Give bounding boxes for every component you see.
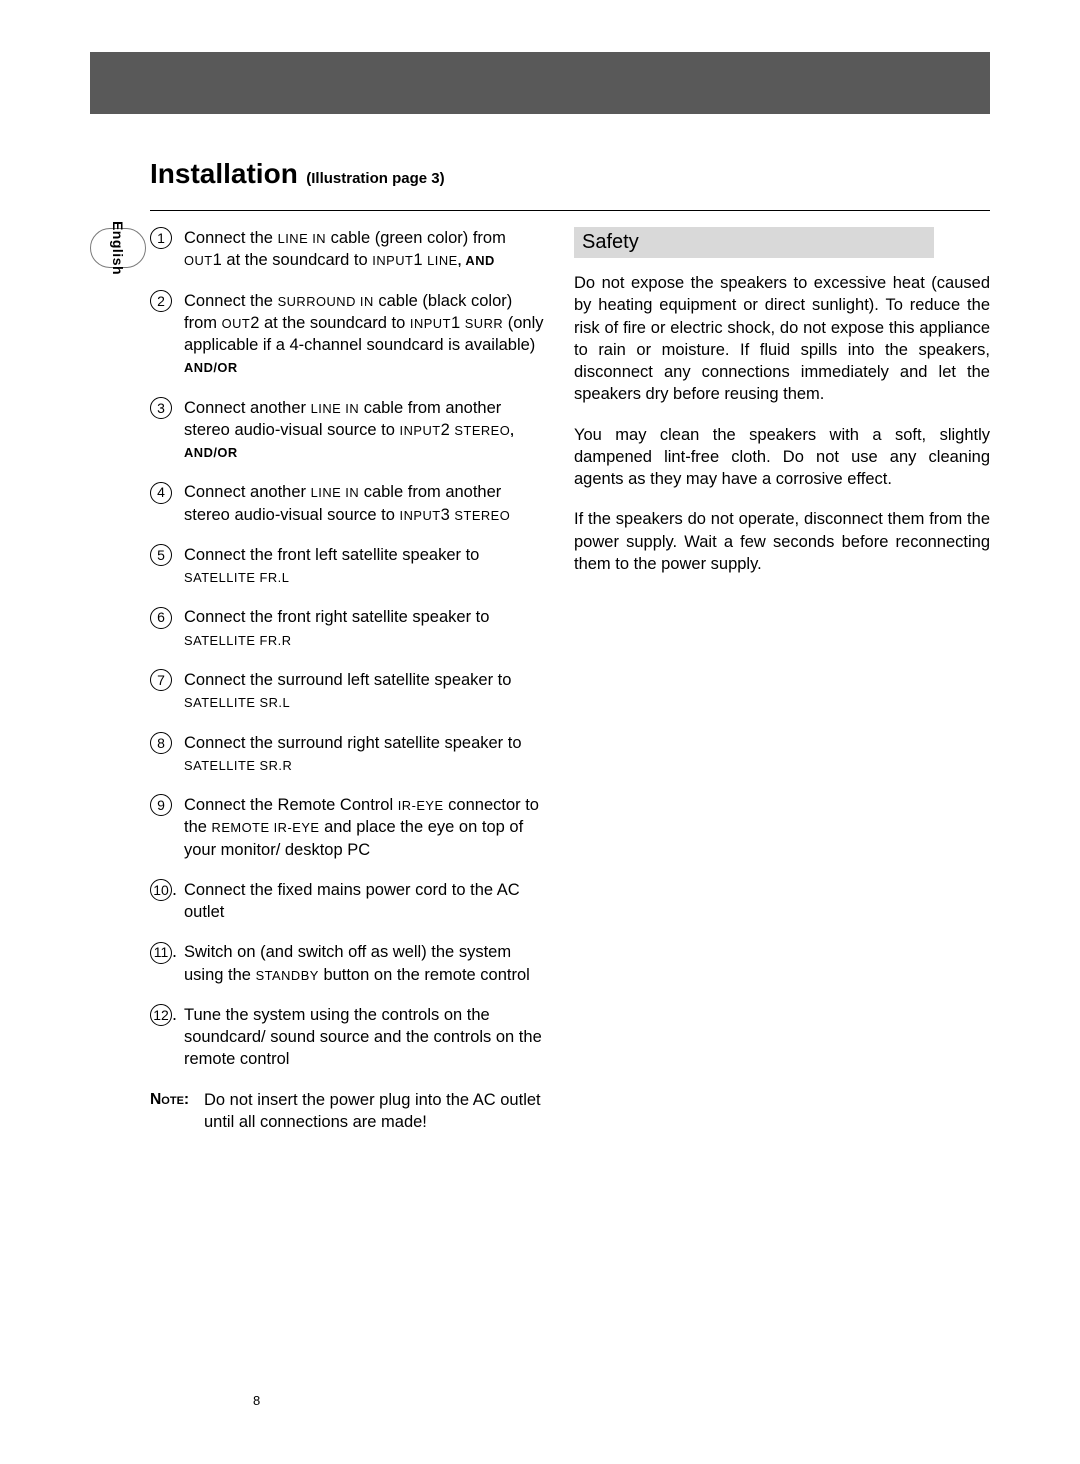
language-tab: English [90, 228, 146, 268]
circled-number-icon: 12 [150, 1004, 172, 1026]
step-1: 1 Connect the LINE IN cable (green color)… [150, 227, 546, 272]
step-body: Connect the fixed mains power cord to th… [184, 879, 546, 924]
step-number-suffix: . [172, 941, 177, 961]
step-number: 11. [150, 941, 184, 986]
step-number: 10. [150, 879, 184, 924]
note-label: Note: [150, 1089, 204, 1134]
step-body: Connect the surround right satellite spe… [184, 732, 546, 777]
step-number-suffix: . [172, 879, 177, 899]
title-main: Installation [150, 158, 298, 189]
step-body: Connect another LINE IN cable from anoth… [184, 481, 546, 526]
step-2: 2 Connect the SURROUND IN cable (black co… [150, 290, 546, 379]
circled-number-icon: 11 [150, 942, 172, 964]
title-sub: (Illustration page 3) [306, 170, 444, 187]
step-4: 4 Connect another LINE IN cable from anot… [150, 481, 546, 526]
step-number: 1 [150, 227, 184, 272]
circled-number-icon: 7 [150, 669, 172, 691]
circled-number-icon: 2 [150, 290, 172, 312]
step-10: 10.Connect the fixed mains power cord to… [150, 879, 546, 924]
step-body: Connect the surround left satellite spea… [184, 669, 546, 714]
safety-section: Safety Do not expose the speakers to exc… [574, 227, 990, 1133]
step-body: Connect the LINE IN cable (green color) … [184, 227, 546, 272]
title-rule [150, 210, 990, 211]
step-9: 9 Connect the Remote Control IR-EYE conne… [150, 794, 546, 861]
installation-steps: 1 Connect the LINE IN cable (green color)… [150, 227, 546, 1133]
step-12: 12.Tune the system using the controls on… [150, 1004, 546, 1071]
step-8: 8 Connect the surround right satellite sp… [150, 732, 546, 777]
step-6: 6 Connect the front right satellite speak… [150, 606, 546, 651]
title-row: Installation (Illustration page 3) [150, 158, 990, 190]
safety-para-2: You may clean the speakers with a soft, … [574, 424, 990, 491]
step-body: Connect another LINE IN cable from anoth… [184, 397, 546, 464]
step-number: 4 [150, 481, 184, 526]
step-body: Connect the SURROUND IN cable (black col… [184, 290, 546, 379]
step-3: 3 Connect another LINE IN cable from anot… [150, 397, 546, 464]
step-number: 9 [150, 794, 184, 861]
step-number: 7 [150, 669, 184, 714]
step-body: Connect the Remote Control IR-EYE connec… [184, 794, 546, 861]
circled-number-icon: 1 [150, 227, 172, 249]
step-number: 8 [150, 732, 184, 777]
step-5: 5 Connect the front left satellite speake… [150, 544, 546, 589]
circled-number-icon: 4 [150, 482, 172, 504]
circled-number-icon: 8 [150, 732, 172, 754]
safety-heading: Safety [574, 227, 934, 258]
step-11: 11.Switch on (and switch off as well) th… [150, 941, 546, 986]
step-body: Connect the front right satellite speake… [184, 606, 546, 651]
step-number: 12. [150, 1004, 184, 1071]
safety-para-3: If the speakers do not operate, disconne… [574, 508, 990, 575]
step-body: Tune the system using the controls on th… [184, 1004, 546, 1071]
content-area: 1 Connect the LINE IN cable (green color)… [150, 227, 990, 1133]
step-body: Switch on (and switch off as well) the s… [184, 941, 546, 986]
header-bar [90, 52, 990, 114]
step-number: 5 [150, 544, 184, 589]
circled-number-icon: 9 [150, 794, 172, 816]
step-number: 3 [150, 397, 184, 464]
page: Installation (Illustration page 3) Engli… [0, 0, 1080, 1464]
safety-para-1: Do not expose the speakers to excessive … [574, 272, 990, 406]
step-number: 6 [150, 606, 184, 651]
circled-number-icon: 3 [150, 397, 172, 419]
step-number: 2 [150, 290, 184, 379]
note-text: Do not insert the power plug into the AC… [204, 1089, 546, 1134]
circled-number-icon: 6 [150, 607, 172, 629]
step-7: 7 Connect the surround left satellite spe… [150, 669, 546, 714]
page-number: 8 [253, 1393, 260, 1408]
note-row: Note:Do not insert the power plug into t… [150, 1089, 546, 1134]
step-number-suffix: . [172, 1004, 177, 1024]
language-label: English [110, 221, 126, 275]
step-body: Connect the front left satellite speaker… [184, 544, 546, 589]
circled-number-icon: 5 [150, 544, 172, 566]
circled-number-icon: 10 [150, 879, 172, 901]
